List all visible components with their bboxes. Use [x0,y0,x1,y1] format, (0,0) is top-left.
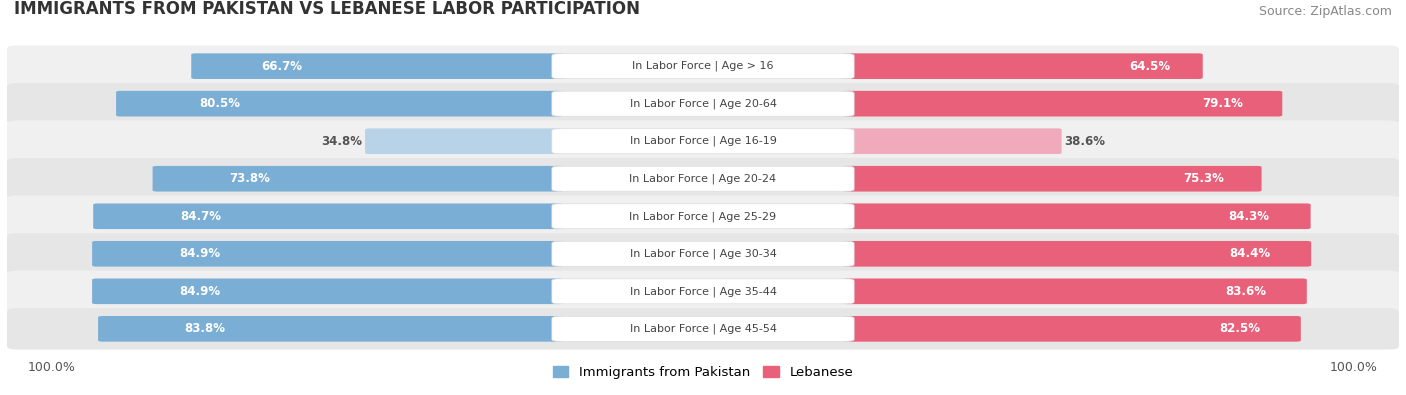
Text: 75.3%: 75.3% [1184,172,1225,185]
Text: In Labor Force | Age 16-19: In Labor Force | Age 16-19 [630,136,776,147]
Text: In Labor Force | Age 20-64: In Labor Force | Age 20-64 [630,98,776,109]
FancyBboxPatch shape [93,278,564,304]
Text: 84.4%: 84.4% [1229,247,1270,260]
FancyBboxPatch shape [551,241,855,266]
FancyBboxPatch shape [93,203,564,229]
Text: 84.7%: 84.7% [180,210,222,223]
Text: 64.5%: 64.5% [1129,60,1170,73]
Text: Source: ZipAtlas.com: Source: ZipAtlas.com [1258,5,1392,18]
FancyBboxPatch shape [7,308,1399,350]
Text: In Labor Force | Age 45-54: In Labor Force | Age 45-54 [630,324,776,334]
FancyBboxPatch shape [551,129,855,154]
Text: 84.9%: 84.9% [180,247,221,260]
FancyBboxPatch shape [551,316,855,341]
Text: 83.8%: 83.8% [184,322,225,335]
FancyBboxPatch shape [844,166,1261,192]
Text: 100.0%: 100.0% [28,361,76,374]
Text: 80.5%: 80.5% [200,97,240,110]
Text: In Labor Force | Age > 16: In Labor Force | Age > 16 [633,61,773,71]
Text: 73.8%: 73.8% [229,172,270,185]
FancyBboxPatch shape [844,128,1062,154]
FancyBboxPatch shape [551,204,855,229]
FancyBboxPatch shape [844,278,1306,304]
Text: In Labor Force | Age 35-44: In Labor Force | Age 35-44 [630,286,776,297]
FancyBboxPatch shape [366,128,564,154]
FancyBboxPatch shape [7,271,1399,312]
FancyBboxPatch shape [117,91,564,117]
FancyBboxPatch shape [7,83,1399,124]
Text: In Labor Force | Age 25-29: In Labor Force | Age 25-29 [630,211,776,222]
FancyBboxPatch shape [7,196,1399,237]
FancyBboxPatch shape [844,203,1310,229]
Text: 38.6%: 38.6% [1064,135,1105,148]
Text: In Labor Force | Age 30-34: In Labor Force | Age 30-34 [630,248,776,259]
FancyBboxPatch shape [844,91,1282,117]
Text: 82.5%: 82.5% [1219,322,1261,335]
Text: IMMIGRANTS FROM PAKISTAN VS LEBANESE LABOR PARTICIPATION: IMMIGRANTS FROM PAKISTAN VS LEBANESE LAB… [14,0,640,18]
FancyBboxPatch shape [191,53,564,79]
FancyBboxPatch shape [7,158,1399,199]
Text: 84.9%: 84.9% [180,285,221,298]
FancyBboxPatch shape [551,91,855,116]
FancyBboxPatch shape [7,45,1399,87]
FancyBboxPatch shape [7,233,1399,275]
FancyBboxPatch shape [844,316,1301,342]
FancyBboxPatch shape [844,241,1312,267]
Text: 66.7%: 66.7% [262,60,302,73]
FancyBboxPatch shape [551,54,855,79]
FancyBboxPatch shape [844,53,1202,79]
Legend: Immigrants from Pakistan, Lebanese: Immigrants from Pakistan, Lebanese [547,361,859,384]
FancyBboxPatch shape [7,120,1399,162]
FancyBboxPatch shape [551,166,855,191]
FancyBboxPatch shape [93,241,564,267]
FancyBboxPatch shape [153,166,564,192]
Text: 100.0%: 100.0% [1330,361,1378,374]
Text: 79.1%: 79.1% [1202,97,1243,110]
Text: In Labor Force | Age 20-24: In Labor Force | Age 20-24 [630,173,776,184]
Text: 83.6%: 83.6% [1225,285,1267,298]
FancyBboxPatch shape [551,279,855,304]
Text: 34.8%: 34.8% [321,135,363,148]
Text: 84.3%: 84.3% [1229,210,1270,223]
FancyBboxPatch shape [98,316,564,342]
